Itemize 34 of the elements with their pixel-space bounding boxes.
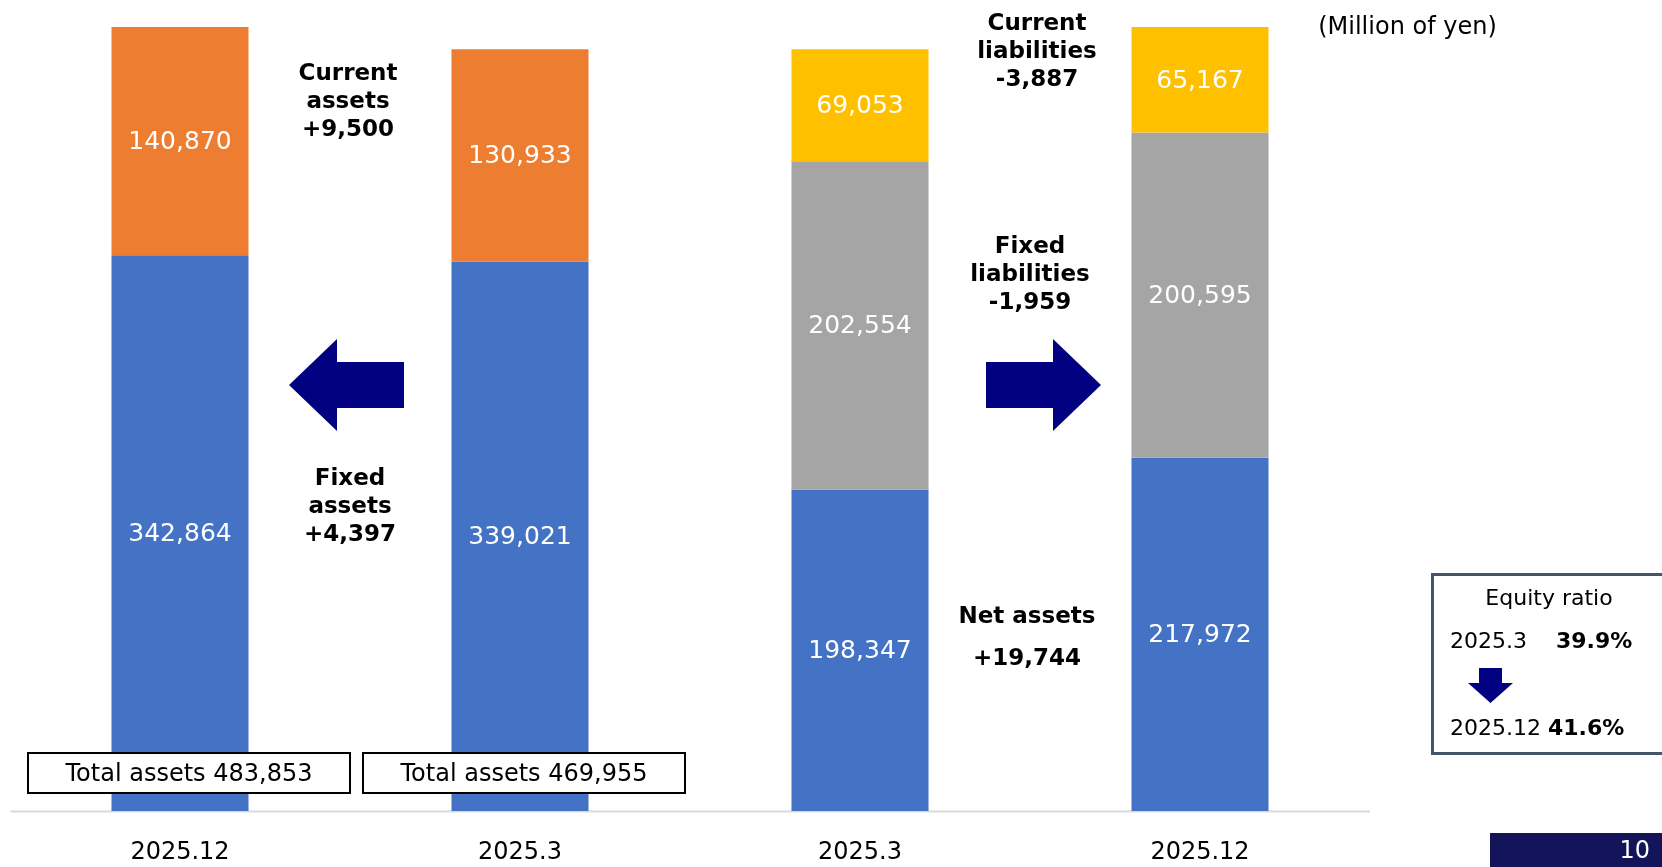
x-tick-label: 2025.3 <box>818 836 902 865</box>
data-label: 69,053 <box>816 90 904 120</box>
text: 2025.12 41.6% <box>1450 714 1626 742</box>
bar <box>451 49 589 262</box>
bar <box>1131 27 1269 133</box>
data-label: 217,972 <box>1148 619 1252 649</box>
annotation: Fixed liabilities -1,959 <box>969 231 1091 315</box>
label-box: Total assets 483,853 <box>27 752 351 794</box>
bar <box>1131 457 1269 811</box>
bar <box>111 27 249 256</box>
annotation: (Million of yen) <box>1317 12 1498 40</box>
data-label: 342,864 <box>128 518 232 548</box>
x-tick-label: 2025.3 <box>478 836 562 865</box>
x-tick-label: 2025.12 <box>130 836 230 865</box>
text: Equity ratio <box>1484 584 1614 612</box>
data-label: 140,870 <box>128 126 232 156</box>
data-label: 202,554 <box>808 310 912 340</box>
text: 10 <box>1490 833 1662 867</box>
data-label: 130,933 <box>468 140 572 170</box>
annotation: Current assets +9,500 <box>297 58 399 142</box>
data-label: 198,347 <box>808 635 912 665</box>
bar <box>791 489 929 811</box>
annotation: Current liabilities -3,887 <box>976 8 1098 92</box>
text: 2025.3 39.9% <box>1450 628 1633 653</box>
data-label: 65,167 <box>1156 64 1244 94</box>
x-tick-label: 2025.12 <box>1150 836 1250 865</box>
bar <box>791 49 929 162</box>
annotation: Fixed assets +4,397 <box>303 463 397 547</box>
annotation: Net assets +19,744 <box>957 601 1097 672</box>
bar <box>791 161 929 490</box>
label-box: Total assets 469,955 <box>362 752 686 794</box>
data-label: 339,021 <box>468 521 572 551</box>
data-label: 200,595 <box>1148 280 1252 310</box>
bar <box>1131 132 1269 458</box>
